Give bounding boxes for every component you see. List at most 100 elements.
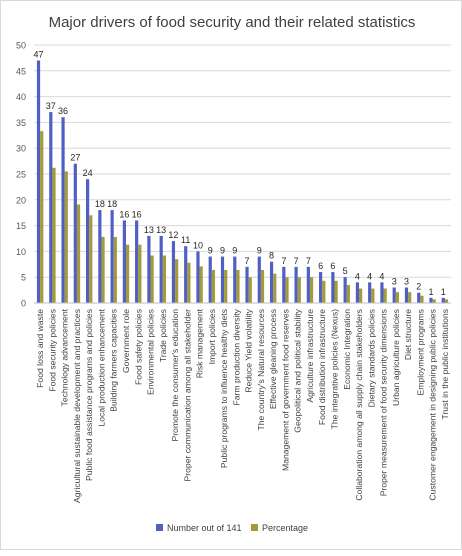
category-label: Food safety policies	[133, 309, 143, 385]
category-label: Dietary standards policies	[366, 309, 376, 407]
category-label: Food loss and waste	[35, 309, 45, 388]
bar-number	[331, 272, 335, 303]
data-label: 47	[34, 49, 44, 59]
data-label: 6	[330, 261, 335, 271]
bar-number	[417, 292, 421, 303]
category-label: Effective gleaning process	[268, 309, 278, 409]
category-label: Technology advancement	[60, 308, 70, 406]
legend-swatch	[251, 524, 258, 531]
bar-percentage	[162, 255, 166, 303]
category-label: Promote the consumer's education	[170, 309, 180, 442]
data-label: 24	[83, 168, 93, 178]
data-label: 2	[416, 282, 421, 292]
data-label: 9	[220, 246, 225, 256]
bar-percentage	[359, 288, 363, 303]
x-axis-labels: Food loss and waste Food security policie…	[35, 308, 450, 503]
data-label: 7	[294, 256, 299, 266]
bar-percentage	[224, 269, 228, 303]
category-label: Food distribution infrastructure	[317, 309, 327, 425]
bar-number	[257, 256, 261, 303]
data-label: 18	[107, 199, 117, 209]
category-label: Reduce Yield volatility	[244, 308, 254, 392]
data-label: 1	[441, 287, 446, 297]
data-label: 18	[95, 199, 105, 209]
category-label: Management of government food reserves	[280, 309, 290, 471]
bar-percentage	[334, 280, 338, 303]
data-label: 4	[355, 271, 360, 281]
bar-percentage	[273, 273, 277, 303]
y-tick-label: 25	[16, 170, 26, 180]
bar-number	[404, 287, 409, 303]
category-label: The country's Natural resources	[256, 309, 266, 431]
bar-percentage	[125, 244, 130, 303]
bar-number	[110, 210, 114, 303]
bar-number	[49, 112, 53, 303]
category-label: Risk management	[195, 308, 205, 378]
bar-number	[122, 220, 126, 303]
category-label: Customer engagement in designing public …	[428, 309, 438, 501]
y-tick-label: 0	[21, 299, 26, 309]
bar-percentage	[346, 284, 350, 303]
chart-title: Major drivers of food security and their…	[49, 14, 416, 31]
legend-label: Percentage	[262, 523, 308, 533]
category-label: Local production enhancement	[96, 308, 106, 426]
bar-percentage	[199, 266, 203, 303]
legend: Number out of 141 Percentage	[156, 523, 308, 533]
bar-number	[233, 256, 237, 303]
bar-number	[61, 117, 65, 304]
bar-number	[135, 220, 139, 303]
data-label: 36	[58, 106, 68, 116]
bar-percentage	[89, 215, 93, 303]
bar-number	[282, 266, 286, 303]
bar-percentage	[175, 259, 179, 303]
bar-number	[429, 297, 433, 303]
bar-number	[147, 235, 151, 303]
bar-number	[441, 297, 445, 303]
bar-percentage	[138, 244, 142, 303]
data-label: 6	[318, 261, 323, 271]
category-label: Food security policies	[47, 309, 57, 392]
data-label: 37	[46, 101, 56, 111]
bar-percentage	[260, 269, 265, 303]
data-label: 27	[70, 153, 80, 163]
bar-percentage	[383, 288, 387, 303]
y-tick-label: 15	[16, 221, 26, 231]
y-axis-ticks: 0 5 10 15 20 25 30 35 40 45 50	[16, 41, 26, 309]
data-label: 16	[132, 209, 142, 219]
category-label: Diet structure	[403, 309, 413, 360]
bar-number	[159, 235, 163, 303]
bar-percentage	[444, 299, 449, 303]
y-tick-label: 10	[16, 247, 26, 257]
data-label: 9	[232, 246, 237, 256]
bar-number	[368, 282, 372, 303]
bar-number	[355, 282, 360, 303]
bar-percentage	[211, 269, 216, 303]
data-label: 7	[245, 256, 250, 266]
bar-number	[306, 266, 310, 303]
bars	[36, 60, 449, 304]
y-tick-label: 5	[21, 273, 26, 283]
bar-percentage	[408, 292, 412, 303]
gridlines	[34, 44, 451, 278]
data-label: 4	[367, 271, 372, 281]
bar-percentage	[76, 204, 81, 303]
bar-percentage	[101, 236, 105, 303]
data-label: 1	[428, 287, 433, 297]
y-tick-label: 45	[16, 66, 26, 76]
data-label: 13	[156, 225, 166, 235]
data-label: 7	[306, 256, 311, 266]
bar-number	[171, 241, 176, 303]
category-label: Proper communication among all stakehold…	[182, 309, 192, 482]
category-label: Agriculture infrastructure	[305, 309, 315, 403]
category-label: Government role	[121, 309, 131, 373]
bar-percentage	[420, 295, 424, 303]
category-label: Environmental policies	[146, 309, 156, 395]
y-tick-label: 40	[16, 92, 26, 102]
category-label: Proper measurement of food security dime…	[379, 309, 389, 496]
y-tick-label: 50	[16, 41, 26, 51]
bar-percentage	[236, 269, 240, 303]
bar-number	[184, 246, 188, 303]
bar-number	[196, 251, 200, 303]
